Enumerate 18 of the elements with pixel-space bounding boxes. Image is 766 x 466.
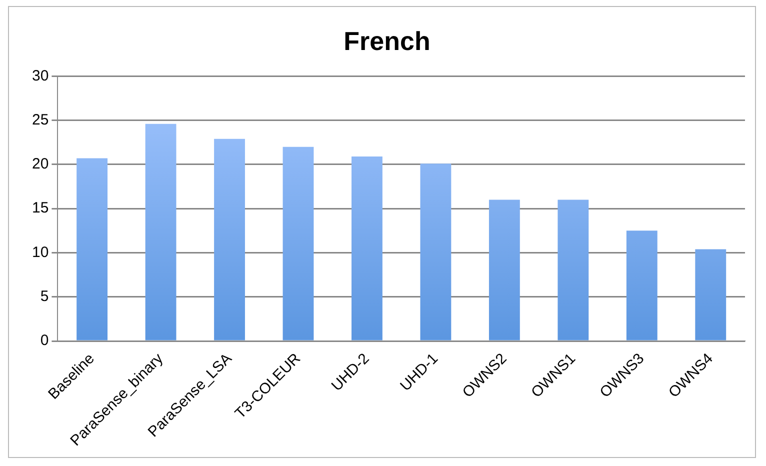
bar (145, 124, 176, 340)
bar (420, 164, 452, 340)
bar (626, 230, 658, 340)
y-tick-label: 5 (40, 288, 49, 306)
chart-title: French (344, 26, 430, 56)
y-tick-label: 25 (32, 111, 49, 128)
bar (352, 156, 382, 340)
bar (214, 138, 245, 340)
y-tick-label: 15 (32, 200, 49, 217)
y-tick-label: 30 (32, 67, 49, 84)
y-tick-label: 0 (40, 332, 49, 350)
bar (488, 200, 520, 340)
y-tick-label: 20 (32, 156, 49, 173)
bar (282, 146, 314, 340)
bar (76, 158, 108, 340)
bar (558, 200, 589, 340)
bar (695, 249, 726, 340)
y-tick-label: 10 (32, 244, 49, 261)
